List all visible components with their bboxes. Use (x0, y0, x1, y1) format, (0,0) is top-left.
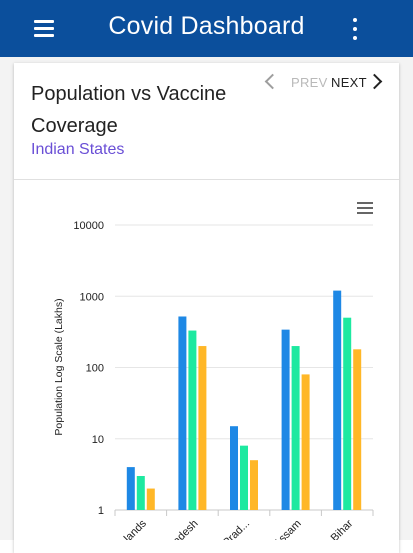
bar[interactable] (353, 349, 361, 510)
x-tick-label: ...lands (115, 517, 149, 540)
y-axis-ticks: 1 10 100 1000 10000 (73, 220, 104, 517)
x-axis-labels: ...lands ...adesh ...Prad... Assam Bihar (115, 510, 373, 540)
x-tick-label: Bihar (329, 517, 356, 540)
bar[interactable] (127, 467, 135, 510)
bar[interactable] (230, 426, 238, 510)
bar[interactable] (333, 291, 341, 510)
bar[interactable] (198, 346, 206, 510)
chart-bars (127, 291, 361, 510)
bar[interactable] (240, 446, 248, 510)
y-axis-label: Population Log Scale (Lakhs) (53, 298, 65, 435)
bar[interactable] (302, 374, 310, 510)
y-tick-label: 1000 (80, 291, 104, 303)
bar[interactable] (282, 330, 290, 510)
x-tick-label: Assam (271, 518, 303, 540)
bar[interactable] (188, 331, 196, 510)
bar[interactable] (137, 476, 145, 510)
bar-chart: 1 10 100 1000 10000 ...lands ...adesh ...Prad.… (0, 0, 413, 540)
y-tick-label: 10000 (73, 220, 104, 232)
x-tick-label: ...adesh (164, 518, 200, 540)
x-tick-label: ...Prad... (214, 518, 252, 540)
bar[interactable] (343, 318, 351, 510)
y-tick-label: 10 (92, 434, 104, 446)
bar[interactable] (178, 316, 186, 510)
y-tick-label: 1 (98, 505, 104, 517)
bar[interactable] (250, 460, 258, 510)
y-tick-label: 100 (86, 363, 104, 375)
bar[interactable] (292, 346, 300, 510)
bar[interactable] (147, 489, 155, 510)
